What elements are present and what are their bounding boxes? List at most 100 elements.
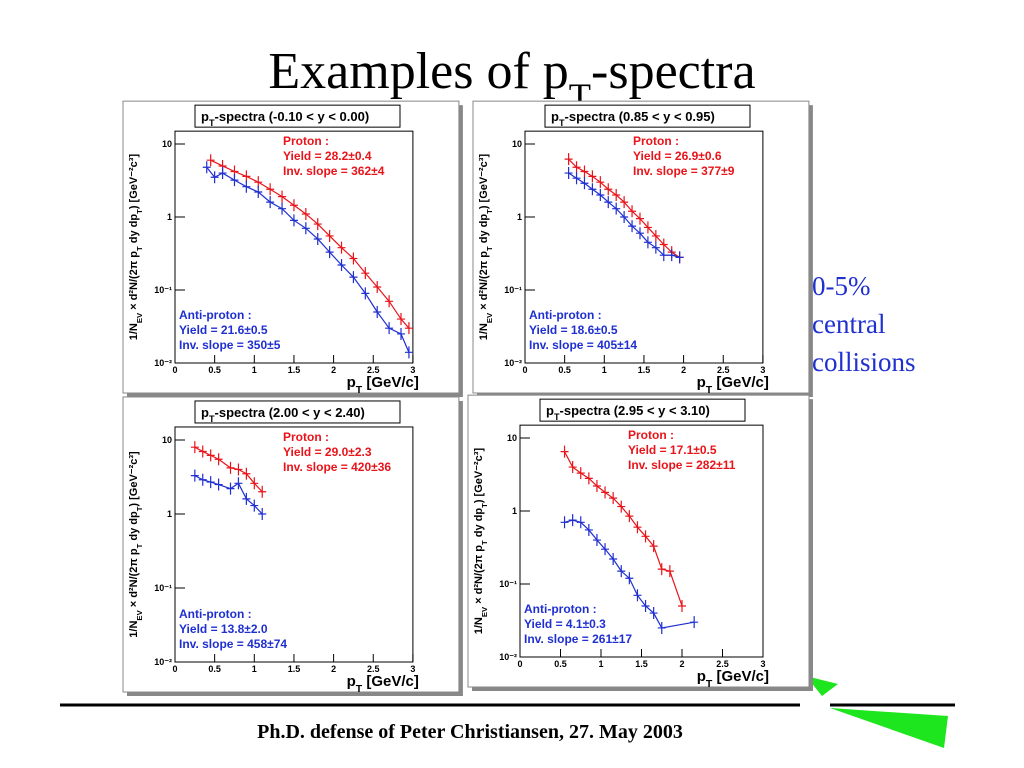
fit-line xyxy=(564,519,695,629)
data-point xyxy=(230,174,239,187)
x-axis-label: pT [GeV/c] xyxy=(697,374,769,396)
y-tick-label: 10 xyxy=(512,139,522,149)
x-tick-label: 3 xyxy=(760,659,765,669)
legend-name: Anti-proton : xyxy=(179,607,252,621)
y-tick-label: 10⁻¹ xyxy=(154,583,172,593)
data-point xyxy=(226,482,235,495)
data-point xyxy=(625,572,634,585)
data-point xyxy=(659,249,668,262)
data-point xyxy=(206,154,215,167)
data-point xyxy=(564,167,573,180)
x-tick-label: 2.5 xyxy=(367,664,380,674)
legend-name: Anti-proton : xyxy=(524,602,597,616)
text-part: p xyxy=(347,374,356,391)
data-point xyxy=(568,514,577,527)
text-part: Examples of p xyxy=(268,43,568,100)
legend-info: Inv. slope = 350±5 xyxy=(179,338,281,352)
x-tick-label: 0 xyxy=(522,365,527,375)
slide-title: Examples of pT-spectra xyxy=(268,43,755,116)
data-point xyxy=(373,280,382,293)
text-part: 1/N xyxy=(473,617,485,634)
data-point xyxy=(214,453,223,466)
data-point xyxy=(234,477,243,490)
title-box xyxy=(194,104,401,128)
data-point xyxy=(301,207,310,220)
text-part: p xyxy=(546,403,554,418)
text-part: -spectra xyxy=(591,43,756,100)
text-part: dy dp xyxy=(128,511,140,544)
y-tick-label: 10 xyxy=(162,435,172,445)
data-point xyxy=(584,472,593,485)
legend-name: Anti-proton : xyxy=(529,308,602,322)
text-part: -spectra (-0.10 < y < 0.00) xyxy=(215,109,370,124)
data-point xyxy=(643,221,652,234)
chart-title: pT-spectra (0.85 < y < 0.95) xyxy=(551,109,715,128)
legend-info: Inv. slope = 377±9 xyxy=(633,164,735,178)
data-point xyxy=(397,313,406,326)
text-part: 1/N xyxy=(128,621,140,638)
y-axis-label: 1/NEV × d²N/(2π pT dy dpT) [GeV⁻²c³] xyxy=(128,154,144,341)
data-point xyxy=(580,165,589,178)
text-part: p xyxy=(347,673,356,690)
text-part: T xyxy=(356,384,363,396)
data-point xyxy=(250,499,259,512)
data-point xyxy=(250,477,259,490)
data-point xyxy=(289,199,298,212)
data-point xyxy=(604,196,613,209)
data-point xyxy=(659,238,668,251)
text-part: × d²N/(2π p xyxy=(473,545,485,607)
data-point xyxy=(601,486,610,499)
text-part: p xyxy=(201,405,209,420)
text-part: T xyxy=(554,412,560,422)
data-point xyxy=(325,246,334,259)
fit-line xyxy=(210,159,410,329)
legend-info: Inv. slope = 282±11 xyxy=(628,458,736,472)
text-part: T xyxy=(480,503,489,508)
legend-info: Yield = 4.1±0.3 xyxy=(524,617,606,631)
x-tick-label: 0.5 xyxy=(208,664,221,674)
data-point xyxy=(617,500,626,513)
data-point xyxy=(190,441,199,454)
data-point xyxy=(612,202,621,215)
panel-frame xyxy=(472,100,810,394)
data-point xyxy=(337,241,346,254)
y-axis-label: 1/NEV × d²N/(2π pT dy dpT) [GeV⁻²c³] xyxy=(128,451,144,638)
data-point xyxy=(361,267,370,280)
y-tick-label: 10⁻² xyxy=(499,652,517,662)
text-part: p xyxy=(697,374,706,391)
legend-info: Yield = 18.6±0.5 xyxy=(529,323,618,337)
x-axis-label: pT [GeV/c] xyxy=(697,668,769,690)
data-point xyxy=(278,202,287,215)
data-point xyxy=(592,534,601,547)
data-point xyxy=(218,167,227,180)
data-point xyxy=(609,553,618,566)
text-part: × d²N/(2π p xyxy=(478,251,490,313)
y-tick-label: 10⁻² xyxy=(154,657,172,667)
data-point xyxy=(258,485,267,498)
logo-shape xyxy=(830,708,948,748)
data-point xyxy=(254,186,263,199)
data-point xyxy=(675,251,684,264)
x-tick-label: 0 xyxy=(517,659,522,669)
text-part: T xyxy=(135,246,144,251)
y-tick-label: 1 xyxy=(167,212,172,222)
x-tick-label: 1 xyxy=(598,659,603,669)
x-axis-label: pT [GeV/c] xyxy=(347,374,419,396)
legend-info: Yield = 13.8±2.0 xyxy=(179,622,268,636)
data-point xyxy=(649,607,658,620)
data-point xyxy=(210,171,219,184)
x-tick-label: 3 xyxy=(410,664,415,674)
data-point xyxy=(568,461,577,474)
legend-name: Proton : xyxy=(283,134,329,148)
y-tick-label: 10⁻¹ xyxy=(499,579,517,589)
data-point xyxy=(576,467,585,480)
side-note-line: 0-5% xyxy=(812,271,870,301)
data-point xyxy=(649,540,658,553)
data-point xyxy=(596,176,605,189)
x-tick-label: 1.5 xyxy=(288,664,301,674)
text-part: -spectra (2.95 < y < 3.10) xyxy=(560,403,710,418)
x-axis-label: pT [GeV/c] xyxy=(347,673,419,695)
data-point xyxy=(657,563,666,576)
x-tick-label: 1 xyxy=(252,365,257,375)
data-point xyxy=(385,322,394,335)
